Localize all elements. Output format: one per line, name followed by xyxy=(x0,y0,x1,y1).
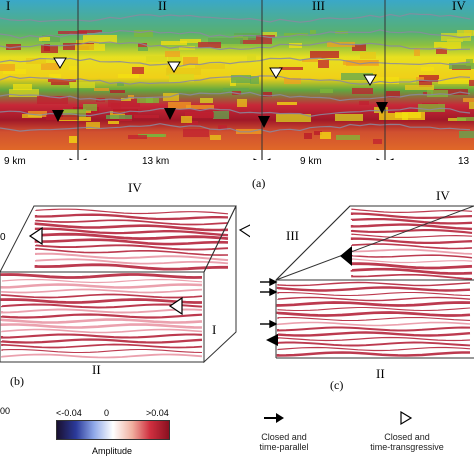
open-triangle-marker xyxy=(269,67,283,79)
open-triangle-marker xyxy=(238,224,250,238)
distance-label: 13 km xyxy=(142,156,170,167)
legend-open-label: Closed and time-transgressive xyxy=(370,432,444,452)
panel-a-label: (a) xyxy=(252,176,266,190)
legend-open-triangle-icon xyxy=(400,410,413,426)
section-label-iv: IV xyxy=(452,0,466,13)
open-triangle-marker xyxy=(28,226,43,246)
colorbar-max-label: >0.04 xyxy=(146,408,169,418)
amplitude-colorbar xyxy=(56,420,170,440)
legend-filled-label: Closed and time-parallel xyxy=(259,432,309,452)
filled-triangle-marker xyxy=(164,108,176,120)
open-triangle-marker xyxy=(53,57,67,69)
open-triangle-marker xyxy=(363,74,377,86)
filled-triangle-marker xyxy=(258,116,270,128)
distance-label: 9 km xyxy=(4,156,26,167)
open-triangle-marker xyxy=(168,296,183,316)
open-triangle-marker xyxy=(167,61,181,73)
legend-filled-arrow-icon xyxy=(264,413,284,423)
distance-label: 9 km xyxy=(300,156,322,167)
cube-b-label-iv: IV xyxy=(128,180,142,195)
colorbar-title: Amplitude xyxy=(92,446,133,456)
colorbar-left-edge: 00 xyxy=(0,406,11,416)
cube-b xyxy=(0,205,250,364)
filled-triangle-marker xyxy=(266,334,278,346)
cube-c-label-iv: IV xyxy=(436,188,450,203)
panel-b-label: (b) xyxy=(10,374,24,388)
filled-triangle-marker xyxy=(376,102,388,114)
cube-c-label-ii: II xyxy=(376,366,385,381)
cube-b-left-value: 0 xyxy=(0,232,6,243)
cube-b-label-i: I xyxy=(212,322,217,337)
section-label-iii: III xyxy=(312,0,325,13)
colorbar-mid-label: 0 xyxy=(104,408,110,418)
distance-label: 13 xyxy=(458,156,470,167)
section-label-ii: II xyxy=(158,0,167,13)
colorbar-min-label: <-0.04 xyxy=(56,408,82,418)
seismic-section xyxy=(0,0,474,160)
section-label-i: I xyxy=(6,0,11,13)
filled-triangle-marker xyxy=(52,110,64,122)
cube-c-label-iii: III xyxy=(286,228,299,243)
cube-c xyxy=(260,205,474,359)
filled-triangle-marker xyxy=(340,246,352,266)
cube-b-label-ii: II xyxy=(92,362,101,377)
panel-c-label: (c) xyxy=(330,378,344,392)
